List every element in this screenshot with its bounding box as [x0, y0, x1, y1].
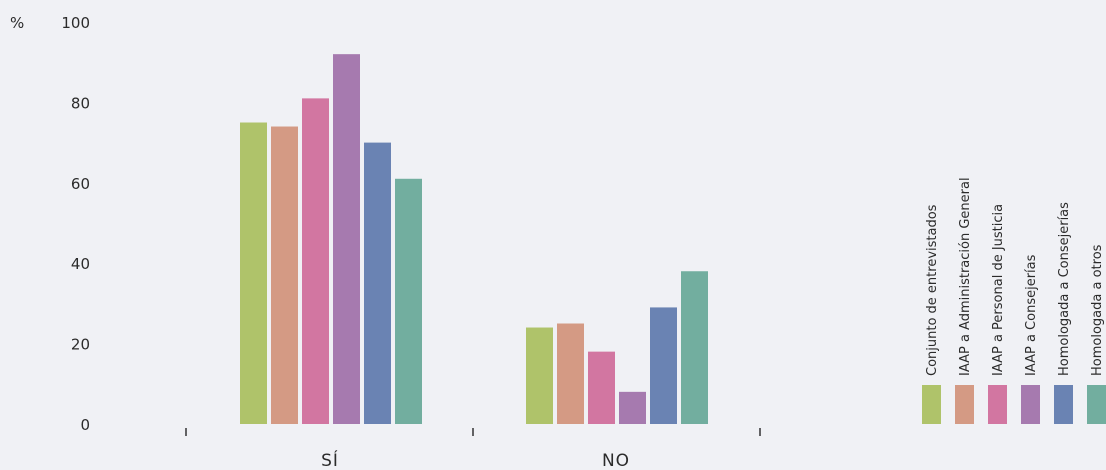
legend-swatch	[922, 385, 941, 424]
legend-swatch	[1021, 385, 1040, 424]
y-tick-label: 0	[80, 416, 90, 434]
y-tick-label: 60	[71, 175, 90, 193]
y-unit-label: %	[10, 14, 24, 32]
bar	[681, 271, 708, 424]
legend-swatch	[988, 385, 1007, 424]
bar	[557, 323, 584, 424]
bar	[271, 126, 298, 425]
legend-label: Homologada a otros	[1090, 244, 1105, 376]
legend: Conjunto de entrevistados IAAP a Administ…	[922, 177, 1106, 424]
category-label: SÍ	[321, 449, 339, 470]
bar	[395, 178, 422, 424]
bar	[240, 122, 267, 424]
y-tick-label: 20	[71, 336, 90, 354]
bar	[650, 307, 677, 424]
legend-swatch	[955, 385, 974, 424]
x-axis: SÍ NO	[185, 428, 761, 470]
y-axis: 0 20 40 60 80 100	[61, 14, 90, 434]
legend-label: Homologada a Consejerías	[1057, 202, 1072, 376]
bar	[588, 351, 615, 424]
bar	[526, 327, 553, 424]
bar	[333, 54, 360, 424]
legend-label: Conjunto de entrevistados	[925, 204, 940, 376]
legend-label: IAAP a Consejerías	[1024, 254, 1039, 376]
bar	[619, 391, 646, 424]
y-tick-label: 100	[61, 14, 90, 32]
category-label: NO	[602, 451, 630, 470]
legend-swatch	[1087, 385, 1106, 424]
bars	[240, 54, 708, 425]
bar	[364, 142, 391, 424]
bar	[302, 98, 329, 424]
legend-label: IAAP a Administración General	[958, 177, 973, 376]
legend-label: IAAP a Personal de Justicia	[991, 204, 1006, 376]
legend-swatch	[1054, 385, 1073, 424]
y-tick-label: 80	[71, 94, 90, 112]
y-tick-label: 40	[71, 255, 90, 273]
